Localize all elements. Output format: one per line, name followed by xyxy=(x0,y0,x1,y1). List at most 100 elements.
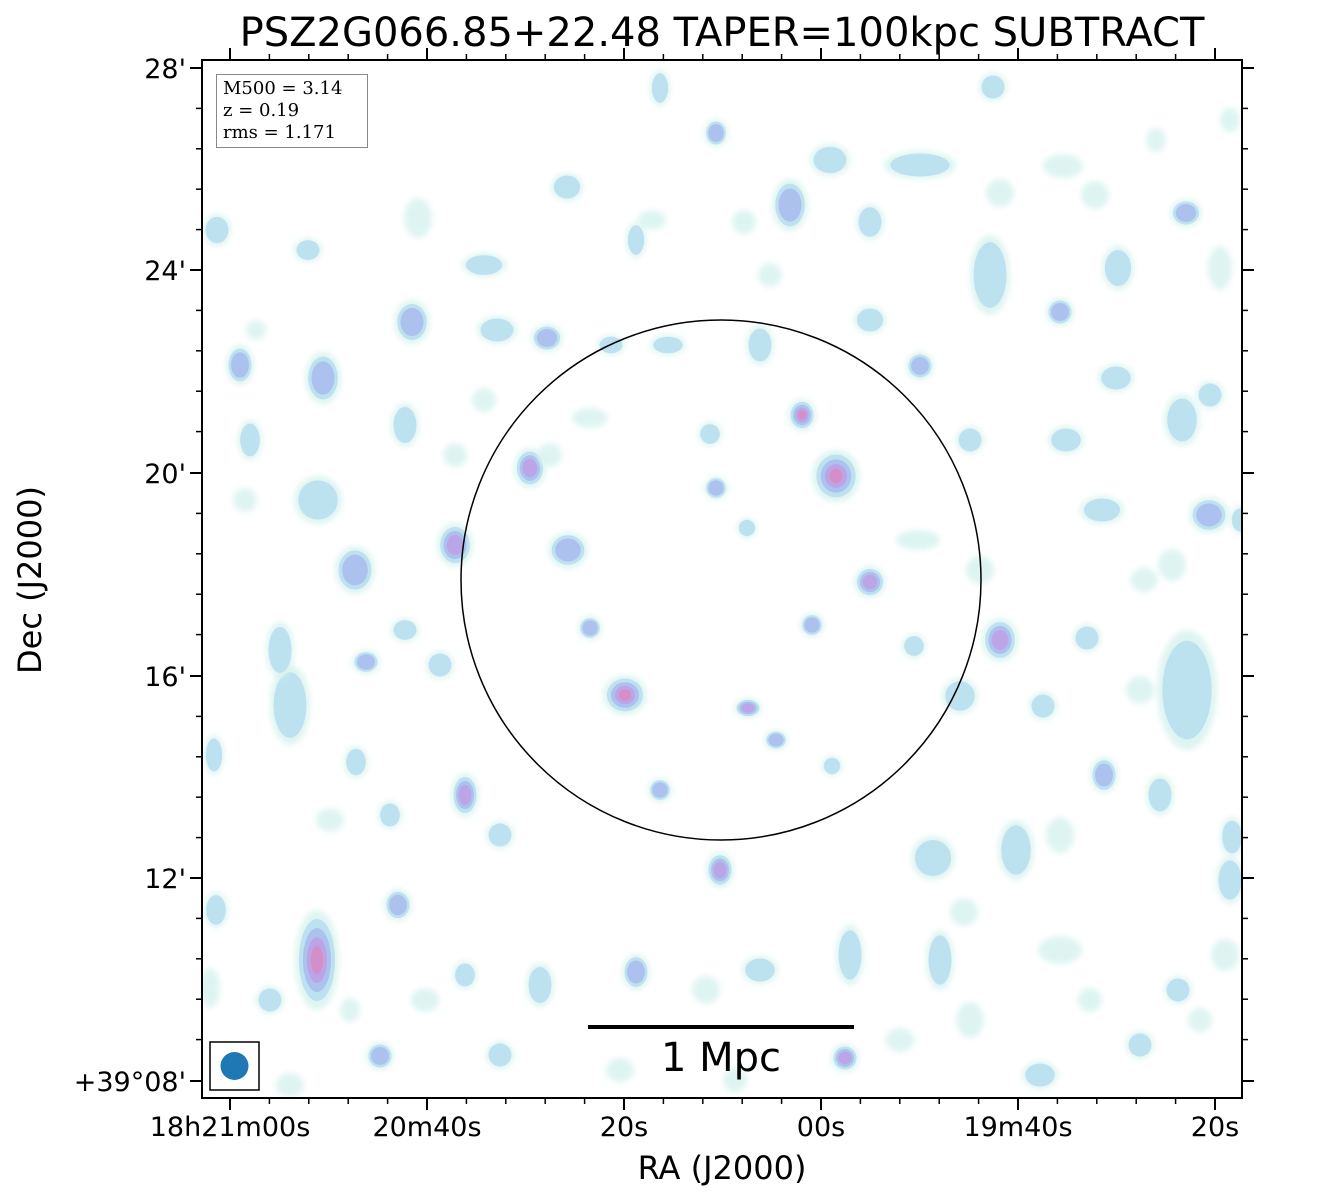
emission-blob xyxy=(428,653,452,677)
emission-blob xyxy=(1188,1008,1212,1032)
emission-blob xyxy=(342,554,368,586)
emission-blob xyxy=(480,318,514,342)
emission-blob xyxy=(273,672,307,738)
emission-blob xyxy=(455,963,475,987)
emission-blob xyxy=(296,240,320,260)
x-tick-label: 18h21m00s xyxy=(150,1112,311,1143)
r500-circle xyxy=(460,319,982,841)
emission-blob xyxy=(472,388,496,412)
emission-blob xyxy=(1231,508,1242,532)
emission-blob xyxy=(748,328,772,362)
emission-blob xyxy=(1126,676,1154,704)
emission-blob xyxy=(393,620,417,640)
emission-blob xyxy=(1051,303,1069,321)
emission-blob xyxy=(741,703,755,713)
emission-blob xyxy=(991,629,1009,651)
emission-blob xyxy=(708,480,724,496)
emission-blob xyxy=(522,458,538,478)
emission-blob xyxy=(488,823,512,847)
emission-blob xyxy=(258,988,282,1012)
emission-blob xyxy=(804,617,820,633)
emission-blob xyxy=(205,216,229,244)
emission-blob xyxy=(886,1028,914,1052)
plot-frame xyxy=(201,59,1243,1099)
emission-blob xyxy=(1031,694,1055,718)
emission-blob xyxy=(1128,1033,1152,1057)
emission-blob xyxy=(956,1002,984,1038)
emission-blob xyxy=(862,574,878,590)
y-tick-label: 20' xyxy=(144,459,186,490)
emission-blob xyxy=(357,654,375,670)
emission-blob xyxy=(652,782,668,798)
emission-blob xyxy=(1148,778,1172,812)
rms-text: rms = 1.171 xyxy=(223,122,336,143)
emission-blob xyxy=(1175,204,1197,222)
chart-title: PSZ2G066.85+22.48 TAPER=100kpc SUBTRACT xyxy=(239,10,1205,56)
emission-blob xyxy=(316,808,344,832)
emission-blob xyxy=(1104,249,1132,287)
emission-blob xyxy=(1220,108,1240,132)
emission-blob xyxy=(538,443,562,467)
emission-blob xyxy=(945,681,975,711)
emission-blob xyxy=(973,242,1007,308)
y-tick-label: 28' xyxy=(144,54,186,85)
emission-blob xyxy=(692,976,720,1004)
emission-blob xyxy=(1222,820,1242,854)
emission-blob xyxy=(858,207,882,237)
emission-blob xyxy=(768,733,784,747)
emission-blob xyxy=(488,1043,512,1067)
emission-blob xyxy=(778,188,802,222)
emission-blob xyxy=(1083,498,1121,522)
emission-blob xyxy=(618,689,632,701)
emission-blob xyxy=(465,255,503,275)
emission-blob xyxy=(738,519,756,537)
emission-blob xyxy=(890,153,950,177)
emission-blob xyxy=(231,352,249,378)
y-tick-label: 12' xyxy=(144,864,186,895)
emission-blob xyxy=(1158,549,1186,581)
y-tick-label: 16' xyxy=(144,662,186,693)
emission-blob xyxy=(1038,936,1082,964)
emission-blob xyxy=(758,263,782,287)
emission-blob xyxy=(914,839,952,877)
emission-blob xyxy=(1208,246,1232,290)
emission-blob xyxy=(572,408,608,428)
overlay xyxy=(209,319,982,1091)
emission-blob xyxy=(246,320,266,340)
emission-blob xyxy=(1095,763,1113,787)
emission-blob xyxy=(582,620,598,636)
scale-bar-label: 1 Mpc xyxy=(660,1035,782,1081)
axis-ticks: 28' 24' 20' 16' 12' +39°08' 18h21m00s 20m40s 20s… xyxy=(74,48,1254,1143)
emission-blob xyxy=(896,530,940,550)
emission-blob xyxy=(732,210,756,234)
emission-blob xyxy=(708,124,724,142)
emission-blob xyxy=(1146,128,1166,152)
emission-blob xyxy=(205,738,223,772)
emission-blob xyxy=(723,1068,747,1092)
emission-blob xyxy=(346,748,366,776)
emission-blob xyxy=(340,998,360,1022)
emission-blob xyxy=(1043,154,1083,178)
emission-blob xyxy=(311,361,335,395)
y-tick-label: 24' xyxy=(144,256,186,287)
emission-blob xyxy=(536,329,558,347)
emission-blob xyxy=(528,966,552,1004)
emission-blob xyxy=(653,336,683,354)
emission-blob xyxy=(233,488,257,512)
emission-blob xyxy=(1025,1063,1055,1087)
emission-blob xyxy=(1051,428,1081,452)
radio-emission-map xyxy=(202,70,1242,1097)
emission-blob xyxy=(1101,366,1131,390)
emission-blob xyxy=(446,534,464,556)
emission-blob xyxy=(276,1073,304,1097)
emission-blob xyxy=(966,556,994,584)
emission-blob xyxy=(240,423,260,457)
emission-blob xyxy=(823,757,841,775)
emission-blob xyxy=(713,861,727,879)
emission-blob xyxy=(393,406,417,444)
emission-blob xyxy=(627,960,645,984)
emission-blob xyxy=(928,935,952,985)
redshift-text: z = 0.19 xyxy=(223,100,300,121)
emission-blob xyxy=(911,357,929,375)
